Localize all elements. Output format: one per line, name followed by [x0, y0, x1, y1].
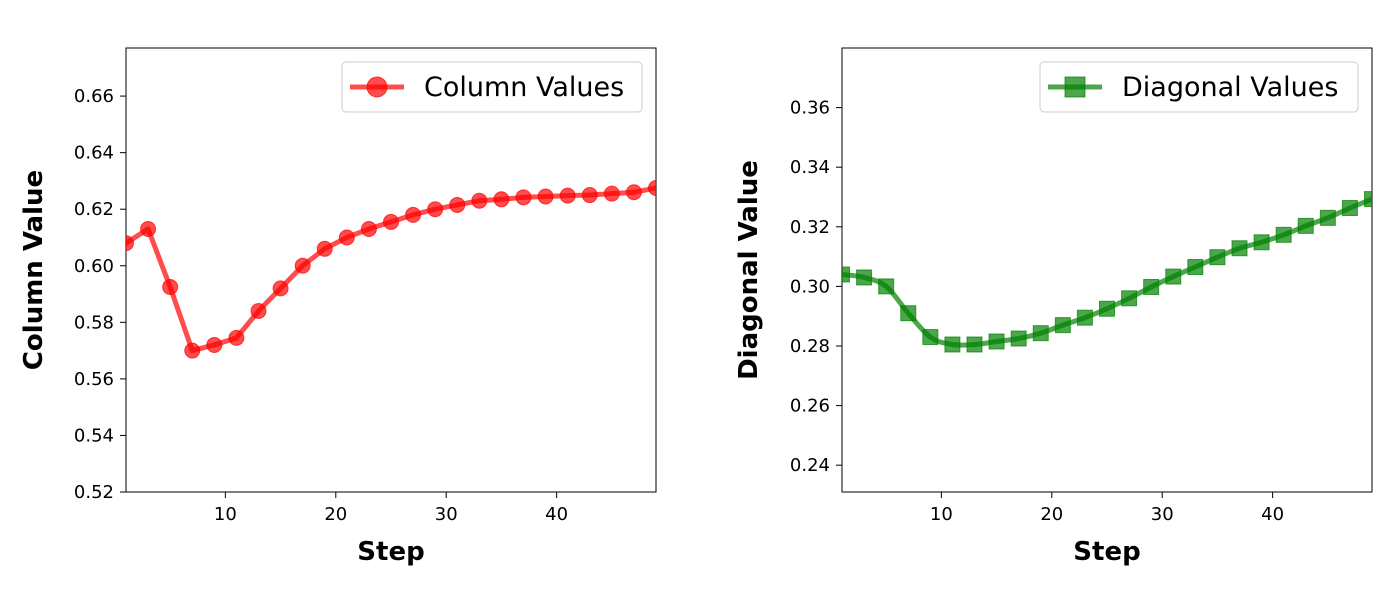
- chart-2-series: [842, 191, 1372, 353]
- chart-1-legend-label: Column Values: [424, 72, 624, 103]
- chart-1-data-point: [162, 278, 179, 295]
- chart-2-data-point: [944, 336, 961, 353]
- chart-2-y-tick-label: 0.32: [790, 217, 830, 238]
- chart-1-data-point: [648, 179, 656, 196]
- chart-1-data-point: [471, 192, 488, 209]
- chart-2-panel: 10 20 30 40 0.24 0.26 0.28 0.30 0.32 0.34 0.36 Step…: [734, 47, 1373, 567]
- chart-2-data-point: [1054, 317, 1071, 334]
- chart-1-data-point: [228, 329, 245, 346]
- chart-1-data-point: [294, 257, 311, 274]
- chart-1-x-tick-label: 30: [435, 504, 458, 525]
- chart-2-data-point: [1319, 209, 1336, 226]
- chart-2-legend: Diagonal Values: [1039, 61, 1359, 113]
- chart-1-x-tick-label: 10: [214, 504, 237, 525]
- chart-1-y-tick-label: 0.60: [74, 256, 114, 277]
- chart-1-data-point: [493, 191, 510, 208]
- chart-1-y-tick-label: 0.52: [74, 482, 114, 503]
- chart-1-y-tick-label: 0.56: [74, 369, 114, 390]
- chart-2-data-point: [1364, 191, 1372, 208]
- chart-1-x-axis-label: Step: [357, 537, 424, 567]
- chart-1-y-tick-label: 0.54: [74, 425, 114, 446]
- chart-2-y-tick-label: 0.34: [790, 157, 830, 178]
- chart-1-series-line: [126, 185, 656, 354]
- chart-1-y-axis-label: Column Value: [19, 170, 49, 370]
- chart-1-plot-frame: [125, 47, 657, 493]
- chart-1-data-point: [338, 229, 355, 246]
- chart-2-data-point: [1143, 278, 1160, 295]
- chart-1-data-point: [515, 189, 532, 206]
- chart-2-data-point: [1010, 330, 1027, 347]
- chart-2-data-point: [1253, 234, 1270, 251]
- chart-2-x-tick-label: 40: [1261, 504, 1284, 525]
- chart-1-legend-marker: [366, 76, 388, 98]
- chart-1-y-tick-label: 0.58: [74, 312, 114, 333]
- chart-2-data-point: [1275, 226, 1292, 243]
- chart-2-legend-label: Diagonal Values: [1122, 72, 1338, 103]
- chart-2-x-tick-label: 20: [1040, 504, 1063, 525]
- chart-2-y-tick-label: 0.26: [790, 396, 830, 417]
- chart-2-data-point: [1032, 325, 1049, 342]
- chart-1-data-point: [559, 187, 576, 204]
- chart-1-x-tick-label: 20: [324, 504, 347, 525]
- chart-2-x-tick-label: 10: [930, 504, 953, 525]
- chart-1-data-point: [126, 235, 134, 252]
- chart-2-data-point: [878, 278, 895, 295]
- chart-2-y-tick-label: 0.24: [790, 455, 830, 476]
- chart-2-legend-box: [1039, 61, 1359, 113]
- chart-2-y-axis-label: Diagonal Value: [734, 160, 764, 380]
- chart-2-data-point: [922, 329, 939, 346]
- chart-1-data-point: [184, 342, 201, 359]
- chart-1-data-point: [383, 213, 399, 230]
- chart-2-data-point: [1187, 259, 1204, 276]
- chart-2-y-tick-label: 0.36: [790, 98, 830, 119]
- chart-2-x-tick-label: 30: [1151, 504, 1174, 525]
- chart-1-y-tick-label: 0.62: [74, 199, 114, 220]
- chart-1-y-tick-label: 0.64: [74, 143, 114, 164]
- chart-1-data-point: [272, 280, 289, 297]
- chart-2-data-point: [966, 336, 983, 353]
- chart-2-data-point: [856, 269, 873, 286]
- chart-2-data-point: [900, 305, 917, 322]
- chart-2-data-point: [1231, 240, 1248, 257]
- chart-1-series: [126, 179, 656, 359]
- chart-1-y-tick-label: 0.66: [74, 86, 114, 107]
- chart-2-y-tick-label: 0.28: [790, 336, 830, 357]
- chart-2-data-point: [988, 333, 1005, 350]
- chart-2-data-point: [1341, 200, 1358, 217]
- chart-1-data-point: [316, 240, 333, 257]
- chart-2-data-point: [1165, 268, 1182, 285]
- chart-1-data-point: [427, 201, 444, 218]
- chart-1-data-point: [206, 336, 223, 353]
- chart-1-data-point: [581, 187, 598, 204]
- chart-2-data-point: [1121, 290, 1138, 307]
- chart-1-legend: Column Values: [341, 61, 643, 113]
- chart-2-data-point: [1297, 217, 1314, 234]
- chart-1-data-point: [449, 196, 466, 213]
- chart-2-data-point: [1076, 309, 1093, 326]
- chart-1-panel: 10 20 30 40 0.52 0.54 0.56 0.58 0.60 0.62 0.64 0.66…: [19, 47, 657, 567]
- chart-1-x-tick-label: 40: [545, 504, 568, 525]
- chart-2-legend-marker: [1064, 76, 1086, 98]
- chart-1-data-point: [140, 220, 157, 237]
- chart-1-data-point: [537, 188, 554, 205]
- chart-1-legend-box: [341, 61, 643, 113]
- chart-1-data-point: [250, 303, 267, 320]
- chart-1-data-point: [625, 184, 642, 201]
- chart-1-data-point: [603, 185, 620, 202]
- chart-2-y-tick-label: 0.30: [790, 276, 830, 297]
- chart-1-data-point: [360, 220, 377, 237]
- chart-2-data-point: [1209, 249, 1226, 266]
- chart-2-data-point: [1099, 300, 1115, 317]
- chart-2-series-line: [842, 196, 1372, 348]
- chart-1-data-point: [405, 206, 422, 223]
- chart-2-plot-frame: [841, 47, 1373, 493]
- chart-2-x-axis-label: Step: [1073, 537, 1140, 567]
- chart-2-data-point: [842, 266, 850, 283]
